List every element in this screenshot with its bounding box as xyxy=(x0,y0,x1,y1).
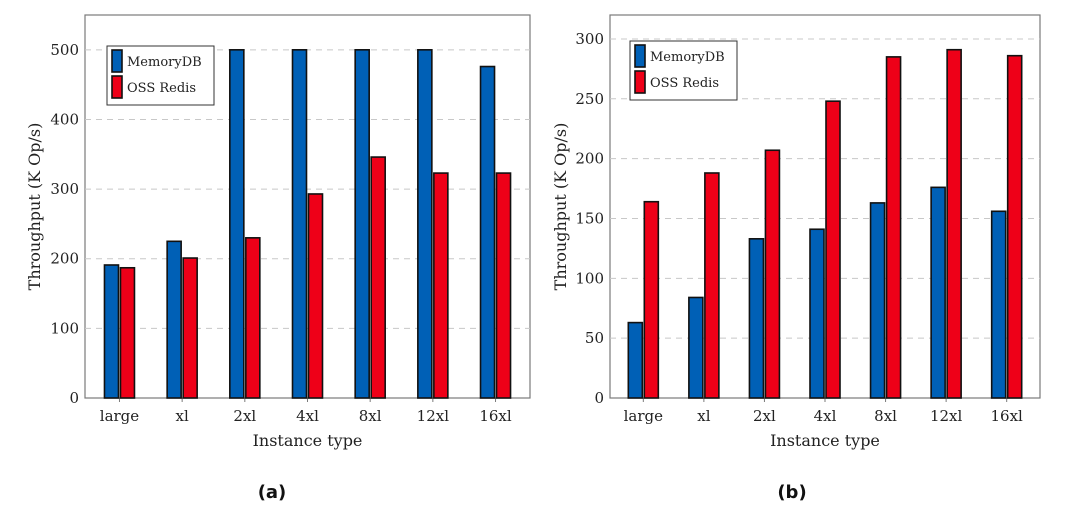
bar-oss-redis-4xl xyxy=(307,193,324,399)
bar-oss-redis-8xl xyxy=(370,156,386,399)
x-tick-label: 8xl xyxy=(359,407,382,425)
bar-memorydb-8xl xyxy=(869,202,886,399)
y-tick-label: 100 xyxy=(575,269,604,287)
legend-label: OSS Redis xyxy=(127,81,196,96)
y-tick-label: 50 xyxy=(585,329,604,347)
bar-memorydb-16xl xyxy=(479,65,496,399)
bar-oss-redis-xl xyxy=(704,172,720,399)
bar-memorydb-16xl xyxy=(990,210,1007,399)
bar-memorydb-2xl xyxy=(748,238,765,399)
x-tick-label: large xyxy=(624,407,664,425)
x-tick-label: xl xyxy=(176,407,189,425)
chart-a: 0 100 200 300 400 500 large xl 2xl 4xl 8xl 12xl 16xl… xyxy=(25,14,531,503)
bar-memorydb-xl xyxy=(688,296,704,399)
bar-oss-redis-2xl xyxy=(245,237,261,399)
bar-oss-redis-12xl xyxy=(433,172,449,399)
bar-memorydb-4xl xyxy=(809,228,825,399)
x-tick-label: 4xl xyxy=(814,407,837,425)
x-tick-label: xl xyxy=(697,407,710,425)
x-tick-label: 4xl xyxy=(296,407,319,425)
y-tick-label: 250 xyxy=(575,90,604,108)
x-tick-label: large xyxy=(100,407,140,425)
y-tick-label: 300 xyxy=(50,180,79,198)
x-tick-label: 2xl xyxy=(753,407,776,425)
legend-box xyxy=(106,45,215,106)
y-axis-title: Throughput (K Op/s) xyxy=(25,123,44,291)
bar-oss-redis-8xl xyxy=(885,56,902,399)
bar-oss-redis-16xl xyxy=(1006,54,1023,399)
y-tick-label: 200 xyxy=(50,250,79,268)
legend-swatch-oss-redis xyxy=(634,70,646,94)
bar-memorydb-xl xyxy=(166,240,182,399)
x-axis-title: Instance type xyxy=(253,431,363,450)
x-tick-label: 8xl xyxy=(874,407,897,425)
bar-memorydb-large xyxy=(627,321,644,399)
y-tick-label: 300 xyxy=(575,30,604,48)
legend-swatch-oss-redis xyxy=(111,75,123,99)
y-tick-label: 0 xyxy=(69,389,79,407)
y-tick-label: 100 xyxy=(50,319,79,337)
subfigure-caption: (a) xyxy=(258,482,287,503)
legend-swatch-memorydb xyxy=(634,44,646,68)
bar-oss-redis-2xl xyxy=(764,149,781,399)
legend-label: OSS Redis xyxy=(650,76,719,91)
bar-memorydb-12xl xyxy=(930,186,946,399)
legend: MemoryDB OSS Redis xyxy=(106,45,215,106)
bar-oss-redis-12xl xyxy=(946,48,962,399)
bar-oss-redis-xl xyxy=(182,257,198,399)
y-tick-label: 0 xyxy=(594,389,604,407)
x-tick-label: 12xl xyxy=(930,407,963,425)
bar-memorydb-2xl xyxy=(229,49,245,399)
x-tick-label: 16xl xyxy=(991,407,1024,425)
legend-label: MemoryDB xyxy=(127,55,202,70)
x-tick-label: 2xl xyxy=(233,407,256,425)
bar-oss-redis-large xyxy=(643,200,660,399)
y-tick-label: 150 xyxy=(575,209,604,227)
legend-box xyxy=(629,40,738,101)
y-tick-label: 200 xyxy=(575,150,604,168)
chart-b: 0 50 100 150 200 250 300 large xl 2xl 4xl 8xl 12xl 16… xyxy=(551,14,1041,503)
y-tick-label: 400 xyxy=(50,110,79,128)
y-axis-title: Throughput (K Op/s) xyxy=(551,123,570,291)
bar-memorydb-12xl xyxy=(417,49,433,399)
x-tick-label: 16xl xyxy=(479,407,512,425)
subfigure-caption: (b) xyxy=(777,482,806,503)
bar-oss-redis-large xyxy=(119,266,136,399)
bar-memorydb-4xl xyxy=(291,49,308,399)
bar-oss-redis-4xl xyxy=(825,100,841,399)
legend-label: MemoryDB xyxy=(650,50,725,65)
bar-oss-redis-16xl xyxy=(495,172,512,399)
x-axis-title: Instance type xyxy=(770,431,880,450)
legend: MemoryDB OSS Redis xyxy=(629,40,738,101)
x-tick-label: 12xl xyxy=(417,407,450,425)
bar-memorydb-large xyxy=(103,264,120,399)
bar-memorydb-8xl xyxy=(354,49,370,399)
y-tick-label: 500 xyxy=(50,41,79,59)
legend-swatch-memorydb xyxy=(111,49,123,73)
